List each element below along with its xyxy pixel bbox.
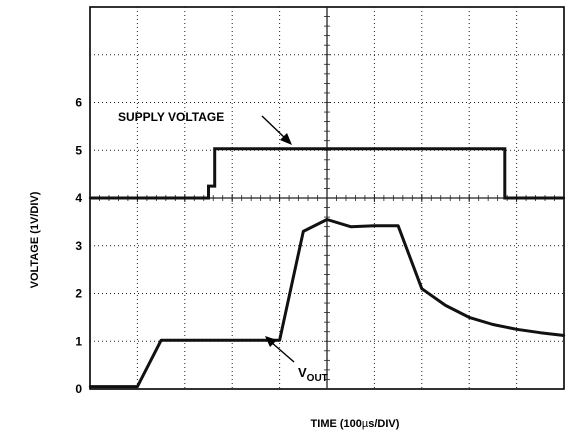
vout-point	[491, 323, 495, 326]
vout-point	[396, 224, 400, 227]
vout-point	[302, 230, 305, 233]
supply-voltage-label: SUPPLY VOLTAGE	[118, 110, 224, 124]
supply-voltage-arrow	[261, 115, 292, 145]
vout-point	[183, 339, 186, 342]
vout-point	[136, 385, 139, 388]
supply-voltage-point	[88, 196, 92, 200]
supply-voltage-point	[207, 196, 210, 200]
y-axis-label: VOLTAGE (1V/DIV)	[29, 191, 41, 288]
vout-point	[515, 328, 518, 331]
y-tick-label: 1	[75, 334, 82, 348]
vout-point	[231, 339, 234, 342]
x-axis-label: TIME (100µs/DIV)	[311, 418, 400, 430]
vout-arrow	[265, 336, 295, 363]
supply-voltage-point	[207, 184, 210, 188]
traces-layer	[88, 147, 566, 389]
vout-point	[207, 339, 210, 342]
vout-point	[278, 339, 281, 342]
y-tick-label: 4	[75, 191, 82, 205]
vout-point	[325, 218, 329, 221]
vout-point	[468, 316, 471, 319]
vout-point	[159, 339, 163, 342]
y-tick-labels: 0 1 2 3 4 5 6	[75, 96, 82, 397]
vout-point	[88, 385, 92, 388]
y-tick-label: 6	[75, 96, 82, 110]
vout-point	[444, 304, 447, 307]
vout-label-v: V	[298, 365, 307, 380]
y-tick-label: 3	[75, 239, 82, 253]
supply-voltage-point	[503, 147, 506, 151]
vout-point	[349, 225, 352, 228]
supply-voltage-series	[90, 147, 564, 200]
vout-point	[254, 339, 258, 342]
vout-label: VOUT	[298, 365, 328, 384]
supply-voltage-point	[213, 184, 216, 188]
vout-point	[562, 334, 566, 337]
y-tick-label: 5	[75, 143, 82, 157]
vout-point	[539, 331, 542, 334]
vout-point	[420, 287, 423, 290]
vout-point	[112, 385, 115, 388]
y-tick-label: 2	[75, 287, 82, 301]
y-tick-label: 0	[75, 382, 82, 396]
vout-label-sub: OUT	[307, 373, 328, 384]
supply-voltage-point	[503, 196, 506, 200]
vout-point	[373, 224, 376, 227]
supply-voltage-point	[562, 196, 566, 200]
supply-voltage-point	[213, 147, 216, 151]
